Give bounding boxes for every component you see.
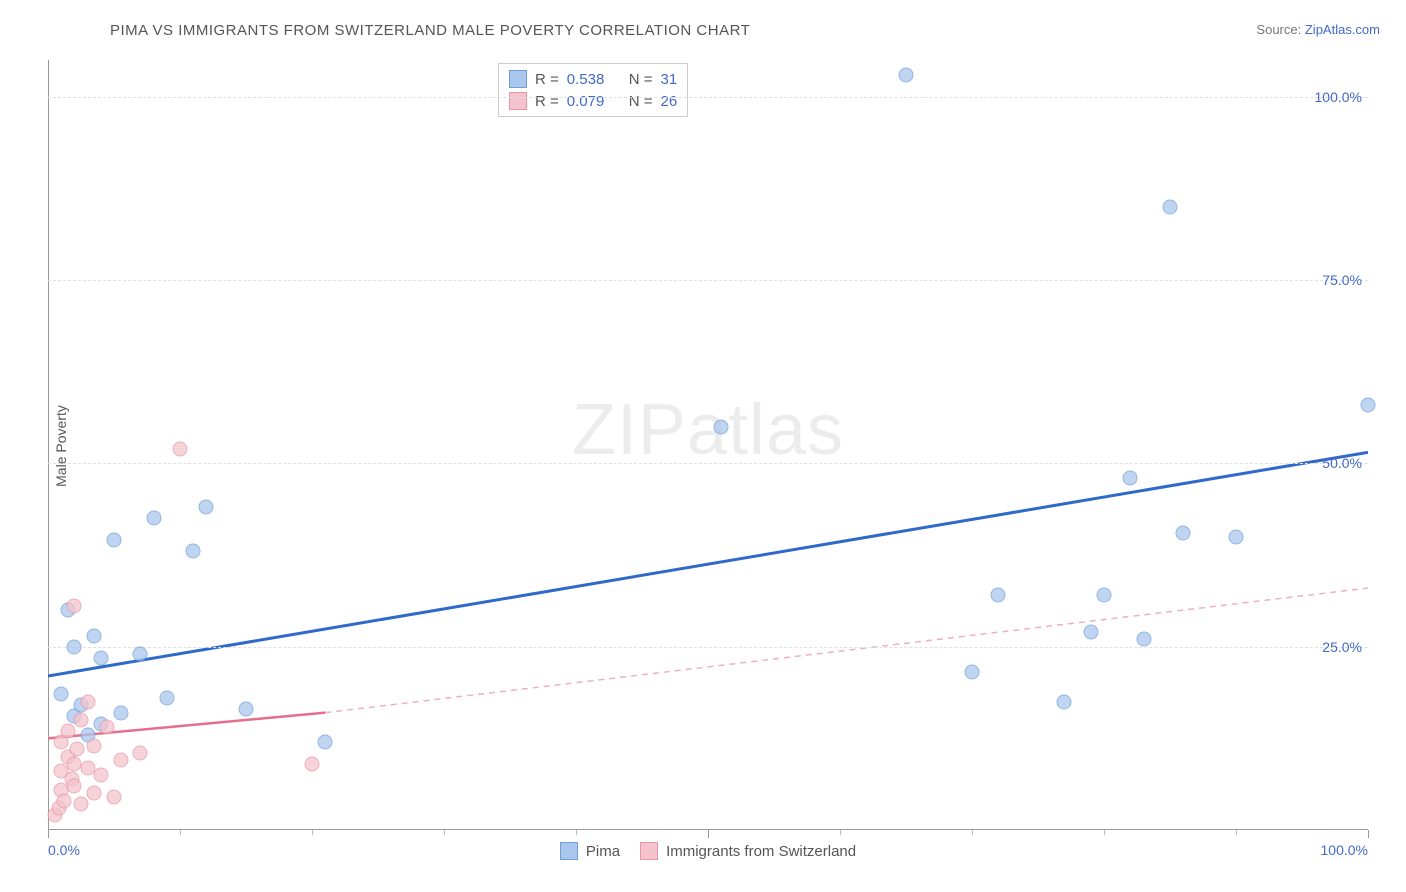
data-point bbox=[173, 441, 188, 456]
data-point bbox=[54, 687, 69, 702]
y-tick-label: 75.0% bbox=[1306, 272, 1362, 288]
correlation-legend: R = 0.538 N = 31 R = 0.079 N = 26 bbox=[498, 63, 688, 117]
data-point bbox=[87, 786, 102, 801]
data-point bbox=[1163, 199, 1178, 214]
x-tick-minor bbox=[1236, 830, 1237, 835]
data-point bbox=[199, 500, 214, 515]
legend-r-label: R = bbox=[535, 93, 559, 110]
legend-r-label: R = bbox=[535, 71, 559, 88]
data-point bbox=[70, 742, 85, 757]
data-point bbox=[74, 797, 89, 812]
data-point bbox=[1097, 588, 1112, 603]
data-point bbox=[305, 757, 320, 772]
plot-area: ZIPatlas R =0.538N = 31R =0.079N = 26 Pi… bbox=[48, 60, 1368, 830]
y-axis bbox=[48, 60, 49, 830]
data-point bbox=[1136, 632, 1151, 647]
x-tick-minor bbox=[576, 830, 577, 835]
source-label: Source: bbox=[1256, 22, 1301, 37]
data-point bbox=[991, 588, 1006, 603]
legend-n-value: 26 bbox=[661, 93, 678, 110]
data-point bbox=[60, 724, 75, 739]
legend-swatch bbox=[509, 70, 527, 88]
data-point bbox=[87, 628, 102, 643]
x-tick-minor bbox=[444, 830, 445, 835]
x-tick-minor bbox=[1104, 830, 1105, 835]
x-tick-major bbox=[1368, 830, 1369, 838]
source-attribution: Source: ZipAtlas.com bbox=[1256, 22, 1380, 37]
data-point bbox=[239, 702, 254, 717]
data-point bbox=[133, 746, 148, 761]
grid-line bbox=[48, 647, 1368, 648]
data-point bbox=[87, 738, 102, 753]
y-tick-label: 50.0% bbox=[1306, 455, 1362, 471]
legend-n-label: N = bbox=[629, 71, 653, 88]
data-point bbox=[133, 647, 148, 662]
data-point bbox=[80, 694, 95, 709]
data-point bbox=[56, 793, 71, 808]
data-point bbox=[1361, 397, 1376, 412]
data-point bbox=[93, 768, 108, 783]
data-point bbox=[93, 650, 108, 665]
data-point bbox=[186, 544, 201, 559]
data-point bbox=[113, 753, 128, 768]
x-tick-minor bbox=[180, 830, 181, 835]
data-point bbox=[1123, 471, 1138, 486]
data-point bbox=[159, 691, 174, 706]
x-tick-major bbox=[708, 830, 709, 838]
x-tick-minor bbox=[312, 830, 313, 835]
data-point bbox=[965, 665, 980, 680]
data-point bbox=[74, 713, 89, 728]
data-point bbox=[67, 639, 82, 654]
grid-line bbox=[48, 97, 1368, 98]
data-point bbox=[1176, 526, 1191, 541]
data-point bbox=[107, 533, 122, 548]
data-point bbox=[318, 735, 333, 750]
data-point bbox=[67, 779, 82, 794]
legend-series-label: Pima bbox=[586, 843, 620, 860]
legend-swatch bbox=[640, 842, 658, 860]
x-tick-major bbox=[48, 830, 49, 838]
x-tick-minor bbox=[972, 830, 973, 835]
data-point bbox=[67, 599, 82, 614]
legend-n-value: 31 bbox=[661, 71, 678, 88]
data-point bbox=[1083, 625, 1098, 640]
legend-row: R = 0.079 N = 26 bbox=[509, 90, 677, 112]
data-point bbox=[1229, 529, 1244, 544]
x-tick-label: 0.0% bbox=[48, 842, 80, 858]
data-point bbox=[1057, 694, 1072, 709]
grid-line bbox=[48, 280, 1368, 281]
legend-r-value: 0.538 bbox=[567, 71, 621, 88]
data-point bbox=[100, 720, 115, 735]
y-tick-label: 25.0% bbox=[1306, 639, 1362, 655]
data-point bbox=[107, 790, 122, 805]
legend-n-label: N = bbox=[629, 93, 653, 110]
data-point bbox=[113, 705, 128, 720]
legend-series-item: Immigrants from Switzerland bbox=[640, 842, 856, 860]
legend-swatch bbox=[509, 92, 527, 110]
y-tick-label: 100.0% bbox=[1306, 89, 1362, 105]
legend-series-item: Pima bbox=[560, 842, 620, 860]
legend-r-value: 0.079 bbox=[567, 93, 621, 110]
data-point bbox=[146, 511, 161, 526]
chart-title: PIMA VS IMMIGRANTS FROM SWITZERLAND MALE… bbox=[110, 22, 750, 39]
legend-series-label: Immigrants from Switzerland bbox=[666, 843, 856, 860]
source-link[interactable]: ZipAtlas.com bbox=[1305, 22, 1380, 37]
x-tick-minor bbox=[840, 830, 841, 835]
legend-swatch bbox=[560, 842, 578, 860]
watermark: ZIPatlas bbox=[572, 389, 844, 471]
legend-row: R = 0.538 N = 31 bbox=[509, 68, 677, 90]
data-point bbox=[714, 419, 729, 434]
x-tick-label: 100.0% bbox=[1321, 842, 1368, 858]
series-legend: Pima Immigrants from Switzerland bbox=[48, 842, 1368, 860]
grid-line bbox=[48, 463, 1368, 464]
data-point bbox=[899, 67, 914, 82]
